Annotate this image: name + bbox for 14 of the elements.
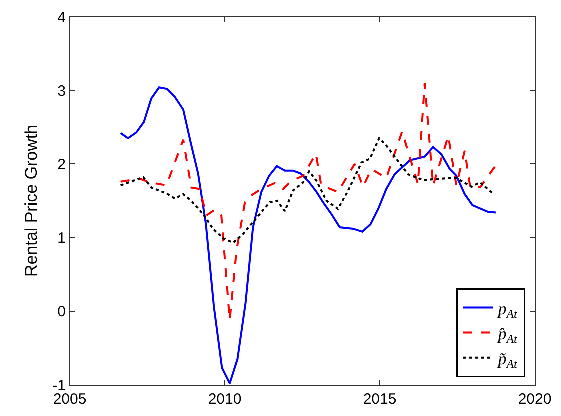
x-tick-label: 2015 (363, 391, 397, 408)
y-tick-label: 2 (58, 156, 66, 174)
y-tick-label: 3 (58, 82, 66, 100)
x-tick-label: 2010 (208, 391, 242, 408)
y-axis-title: Rental Price Growth (22, 124, 42, 278)
legend-label: p̂$_{At}$ (497, 324, 518, 346)
line-series (120, 137, 496, 244)
x-tick-label: 2020 (518, 391, 552, 408)
legend-label: p̃$_{At}$ (497, 350, 518, 372)
y-tick-label: 4 (58, 9, 66, 26)
legend-label: p$_{At}$ (497, 299, 518, 321)
y-tick-label: 1 (58, 230, 66, 248)
y-tick-label: 0 (58, 304, 66, 321)
line-series (120, 86, 497, 385)
